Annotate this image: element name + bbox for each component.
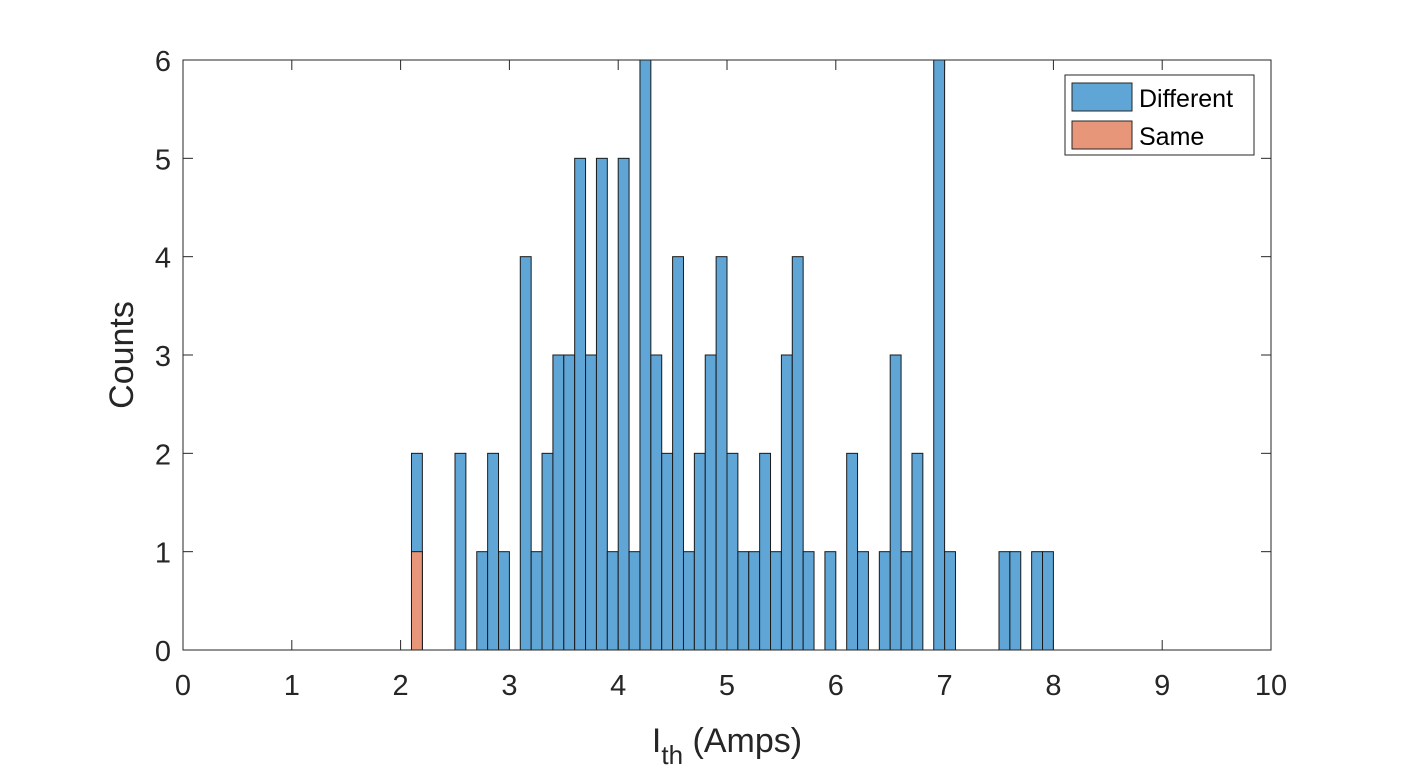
bar-different-22 <box>704 354 717 651</box>
x-tick-label: 6 <box>828 670 844 702</box>
x-tick-label: 0 <box>175 670 191 702</box>
legend-swatch-different <box>1071 82 1133 112</box>
bar-different-28 <box>770 551 782 651</box>
bar-different-35 <box>878 551 891 651</box>
x-tick-label: 2 <box>393 670 409 702</box>
bar-different-19 <box>672 256 684 651</box>
bar-different-44 <box>1042 551 1054 651</box>
y-tick-label: 4 <box>155 243 171 275</box>
bar-different-2 <box>476 551 489 651</box>
x-tick-label: 7 <box>937 670 953 702</box>
bar-different-7 <box>541 452 554 651</box>
x-tick-label: 8 <box>1045 670 1061 702</box>
bar-different-20 <box>682 551 695 651</box>
bar-different-41 <box>998 551 1011 651</box>
y-tick-labels: 0 1 2 3 4 5 6 <box>155 46 171 668</box>
bar-different-36 <box>889 354 902 651</box>
x-tick-label: 3 <box>501 670 517 702</box>
bar-different-3 <box>487 452 500 651</box>
bar-different-15 <box>628 551 641 651</box>
bar-different-43 <box>1031 551 1044 651</box>
y-tick-label: 5 <box>155 144 171 176</box>
bar-different-37 <box>900 551 913 651</box>
x-axis-title: Ith (Amps) <box>652 722 802 770</box>
bar-different-32 <box>824 551 837 651</box>
legend-label-same: Same <box>1139 123 1204 151</box>
bar-different-39 <box>933 59 946 651</box>
legend: Different Same <box>1064 74 1255 156</box>
bar-different-29 <box>780 354 793 651</box>
x-tick-label: 10 <box>1255 670 1287 702</box>
y-tick-label: 6 <box>155 46 171 78</box>
x-tick-label: 9 <box>1154 670 1170 702</box>
bar-different-17 <box>650 354 663 651</box>
axes-group <box>182 59 1272 651</box>
bar-different-11 <box>585 354 597 651</box>
x-axis-title-subscript: th <box>661 740 683 770</box>
x-axis-title-units: (Amps) <box>683 722 802 760</box>
bar-different-21 <box>693 452 706 651</box>
bar-different-23 <box>715 256 728 651</box>
bar-different-5 <box>519 256 532 651</box>
bar-different-14 <box>617 157 630 651</box>
y-tick-label: 0 <box>155 636 171 668</box>
bar-same-0 <box>410 551 423 651</box>
bar-different-16 <box>639 59 652 651</box>
bar-different-26 <box>748 551 761 651</box>
bar-different-30 <box>791 256 804 651</box>
bar-different-1 <box>454 452 467 651</box>
bar-different-33 <box>846 452 859 651</box>
x-tick-labels: 0 1 2 3 4 5 6 7 8 9 10 <box>175 670 1287 702</box>
bar-different-31 <box>802 551 815 651</box>
bar-different-42 <box>1009 551 1022 651</box>
bar-different-34 <box>857 551 869 651</box>
y-tick-label: 2 <box>155 439 171 471</box>
bar-different-6 <box>530 551 543 651</box>
x-tick-label: 5 <box>719 670 735 702</box>
bar-different-4 <box>498 551 510 651</box>
bar-different-13 <box>606 551 619 651</box>
x-tick-label: 4 <box>610 670 626 702</box>
bar-different-18 <box>661 452 674 651</box>
bar-different-8 <box>552 354 565 651</box>
bar-different-10 <box>574 157 587 651</box>
legend-label-different: Different <box>1139 85 1233 113</box>
bar-different-27 <box>759 452 772 651</box>
bar-different-38 <box>911 452 924 651</box>
y-axis-title: Counts <box>103 301 141 409</box>
y-tick-label: 1 <box>155 538 171 570</box>
legend-swatch-same <box>1071 120 1133 150</box>
bar-different-9 <box>563 354 576 651</box>
y-tick-label: 3 <box>155 341 171 373</box>
bar-different-24 <box>726 452 739 651</box>
x-tick-label: 1 <box>284 670 300 702</box>
bar-different-25 <box>737 551 750 651</box>
bar-different-40 <box>944 551 956 651</box>
bar-different-12 <box>595 157 608 651</box>
